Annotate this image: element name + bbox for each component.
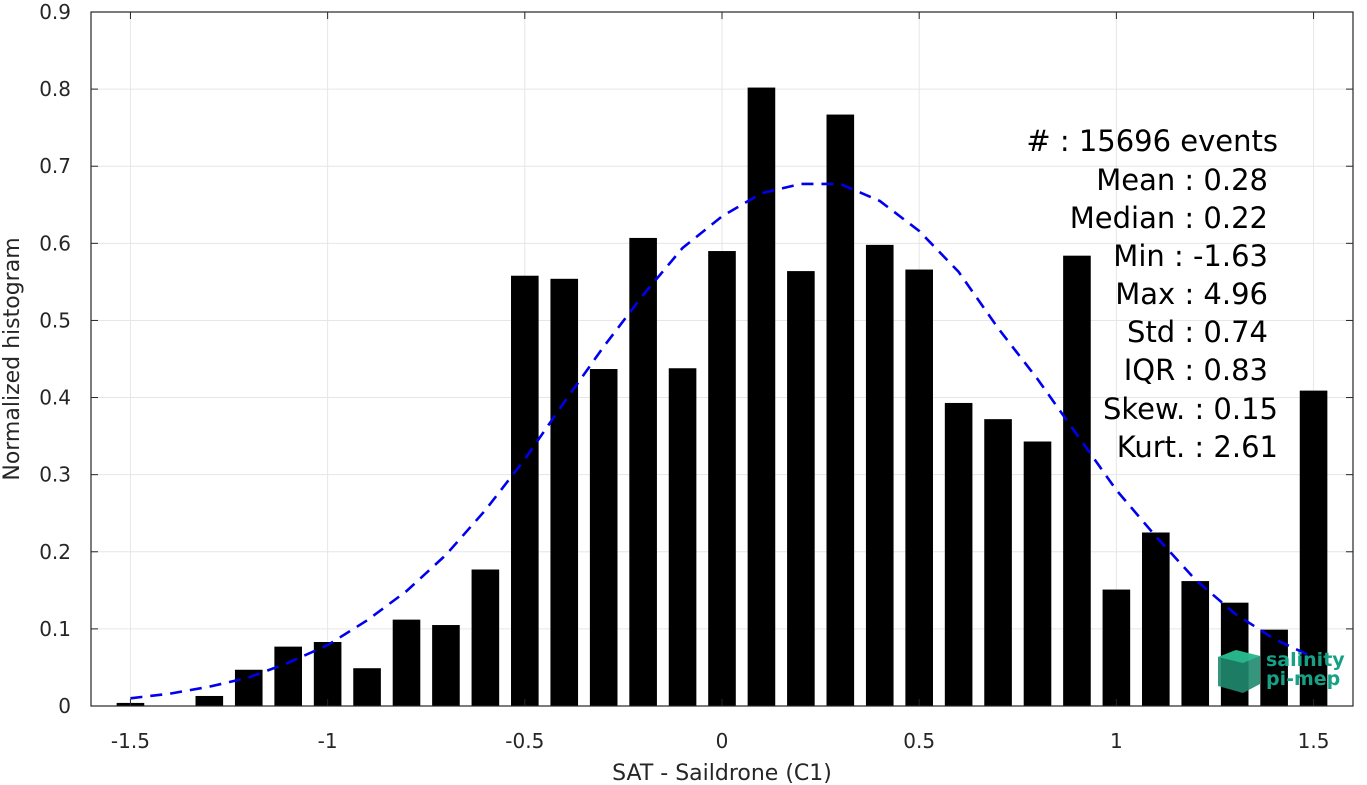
histogram-bar xyxy=(1023,441,1052,706)
y-tick-label: 0.3 xyxy=(39,463,71,487)
x-tick-label: -1.5 xyxy=(111,729,150,753)
histogram-bar xyxy=(550,278,579,706)
histogram-bar xyxy=(1181,581,1210,706)
x-tick-label: 1 xyxy=(1110,729,1123,753)
histogram-bar xyxy=(1102,589,1131,706)
stat-min: Min : -1.63 xyxy=(1113,239,1268,273)
histogram-bar xyxy=(787,271,815,706)
histogram-bar xyxy=(865,244,894,706)
y-tick-label: 0.5 xyxy=(39,308,71,332)
histogram-bar xyxy=(274,646,302,706)
histogram-bar xyxy=(826,114,855,706)
x-axis-label: SAT - Saildrone (C1) xyxy=(612,761,832,785)
y-axis-label: Normalized histogram xyxy=(0,237,25,480)
stat-mean: Mean : 0.28 xyxy=(1096,163,1268,197)
axis-ticks xyxy=(91,11,1353,707)
histogram-bars xyxy=(116,87,1328,707)
histogram-bar xyxy=(432,625,460,706)
histogram-bar xyxy=(195,695,224,706)
histogram-bar xyxy=(392,619,421,706)
y-tick-labels: 0 0.1 0.2 0.3 0.4 0.5 0.6 0.7 0.8 0.9 xyxy=(39,0,71,718)
x-tick-label: 1.5 xyxy=(1298,729,1330,753)
y-tick-label: 0.8 xyxy=(39,77,71,101)
histogram-bar xyxy=(1063,255,1091,706)
x-tick-label: -0.5 xyxy=(505,729,544,753)
histogram-bar xyxy=(747,87,776,706)
stat-events: # : 15696 events xyxy=(1026,124,1278,158)
salinity-pimep-logo: salinity pi-mep xyxy=(1218,649,1345,693)
y-tick-label: 0.6 xyxy=(39,231,71,255)
histogram-bar xyxy=(668,368,697,706)
histogram-bar xyxy=(234,669,263,706)
stat-max: Max : 4.96 xyxy=(1115,277,1268,311)
histogram-bar xyxy=(1142,532,1170,706)
x-tick-label: 0.5 xyxy=(903,729,935,753)
logo-cube-icon xyxy=(1218,650,1260,693)
stat-kurt: Kurt. : 2.61 xyxy=(1117,430,1278,464)
histogram-bar xyxy=(944,402,973,706)
histogram-bar xyxy=(313,641,342,706)
x-tick-labels: -1.5 -1 -0.5 0 0.5 1 1.5 xyxy=(111,729,1330,753)
y-tick-label: 0.9 xyxy=(39,0,71,24)
x-tick-label: -1 xyxy=(318,729,338,753)
y-tick-label: 0.7 xyxy=(39,154,71,178)
normal-fit-curve xyxy=(130,182,1315,700)
logo-cube-face-icon xyxy=(1218,650,1260,663)
stats-box: # : 15696 events Mean : 0.28 Median : 0.… xyxy=(1026,124,1278,464)
logo-line1: salinity xyxy=(1266,649,1345,671)
histogram-bar xyxy=(708,251,736,707)
stat-iqr: IQR : 0.83 xyxy=(1124,353,1268,387)
stat-std: Std : 0.74 xyxy=(1127,315,1268,349)
stat-skew: Skew. : 0.15 xyxy=(1103,392,1278,426)
y-tick-label: 0.1 xyxy=(39,617,71,641)
histogram-bar xyxy=(589,369,618,706)
logo-line2: pi-mep xyxy=(1266,668,1340,690)
histogram-bar xyxy=(905,269,933,706)
y-tick-label: 0.4 xyxy=(39,386,71,410)
stat-median: Median : 0.22 xyxy=(1070,201,1268,235)
histogram-bar xyxy=(984,419,1012,706)
y-tick-label: 0 xyxy=(58,694,71,718)
x-tick-label: 0 xyxy=(716,729,729,753)
histogram-bar xyxy=(511,275,539,706)
histogram-bar xyxy=(353,668,381,706)
histogram-bar xyxy=(629,237,657,707)
histogram-bar xyxy=(471,569,500,706)
y-tick-label: 0.2 xyxy=(39,540,71,564)
